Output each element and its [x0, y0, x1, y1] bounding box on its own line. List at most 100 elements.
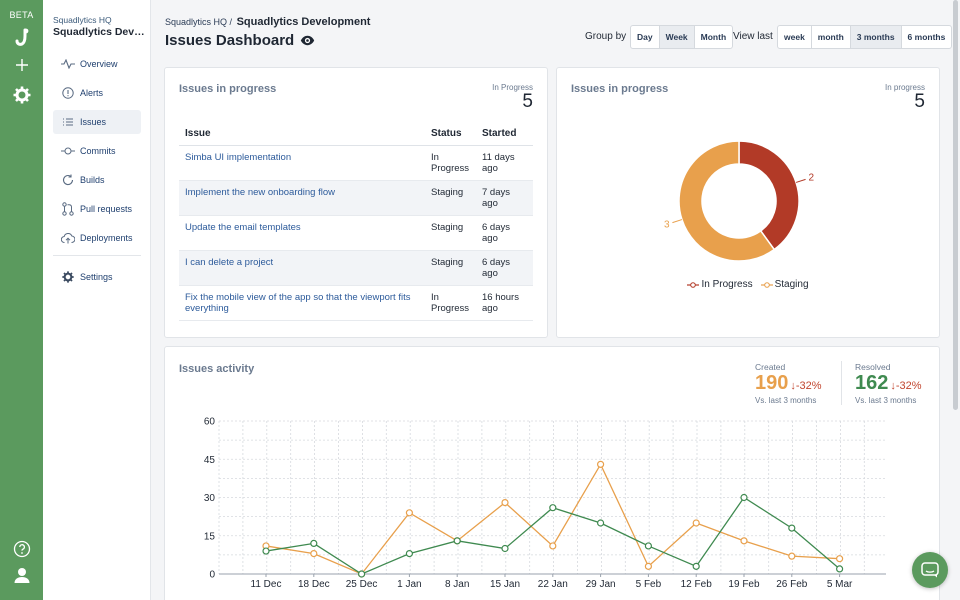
data-point-created[interactable]	[740, 537, 748, 545]
beta-badge: BETA	[9, 10, 34, 20]
logo-icon[interactable]	[0, 26, 43, 48]
issue-started: 6 days ago	[476, 250, 533, 286]
data-point-resolved[interactable]	[788, 524, 796, 532]
data-point-created[interactable]	[310, 550, 318, 558]
data-point-resolved[interactable]	[405, 550, 413, 558]
sidebar-item-label: Deployments	[80, 233, 133, 243]
alert-icon	[61, 86, 75, 100]
breadcrumb-separator: /	[229, 17, 233, 27]
sidebar-item-overview[interactable]: Overview	[53, 52, 141, 76]
sidebar-item-builds[interactable]: Builds	[53, 168, 141, 192]
gear-icon[interactable]	[0, 86, 43, 104]
data-point-created[interactable]	[835, 555, 844, 563]
issue-link[interactable]: Implement the new onboarding flow	[179, 180, 425, 216]
column-header-status: Status	[425, 122, 476, 146]
chat-button[interactable]	[912, 552, 948, 588]
stat-sub: Vs. last 3 months	[755, 396, 817, 405]
data-point-resolved[interactable]	[549, 504, 557, 512]
metric-value: 5	[522, 91, 533, 112]
sidebar-item-issues[interactable]: Issues	[53, 110, 141, 134]
group-option-day[interactable]: Day	[631, 26, 660, 48]
issue-link[interactable]: I can delete a project	[179, 250, 425, 286]
issue-link[interactable]: Simba UI implementation	[179, 145, 425, 181]
sidebar-item-alerts[interactable]: Alerts	[53, 81, 141, 105]
scrollbar[interactable]	[953, 0, 960, 410]
scrollbar-thumb[interactable]	[953, 0, 958, 410]
view-option-week[interactable]: week	[778, 26, 812, 48]
add-icon[interactable]	[0, 57, 43, 73]
issue-link[interactable]: Fix the mobile view of the app so that t…	[179, 285, 425, 321]
sidebar-item-label: Pull requests	[80, 204, 133, 214]
sidebar: Squadlytics HQ Squadlytics Development O…	[43, 0, 151, 600]
view-last-toggle: week month 3 months 6 months	[777, 25, 953, 49]
card-title: Issues in progress	[179, 83, 277, 95]
x-tick-label: 18 Dec	[298, 579, 330, 590]
commit-icon	[61, 144, 75, 158]
help-icon[interactable]	[0, 540, 43, 558]
data-point-created[interactable]	[644, 562, 652, 570]
donut-legend: In Progress Staging	[557, 279, 939, 290]
donut-slice-staging[interactable]	[678, 140, 776, 262]
pulse-icon	[61, 57, 75, 71]
stat-change: -32%	[895, 380, 922, 392]
sidebar-divider	[53, 255, 141, 256]
sidebar-org-name[interactable]: Squadlytics HQ	[53, 15, 112, 25]
column-header-started: Started	[476, 122, 533, 146]
issue-status: Staging	[425, 250, 476, 286]
data-point-created[interactable]	[549, 542, 557, 550]
donut-slice-in-progress[interactable]	[738, 140, 800, 251]
data-point-created[interactable]	[692, 519, 700, 527]
data-point-resolved[interactable]	[501, 544, 509, 553]
y-tick-label: 15	[204, 531, 216, 542]
issue-status: Staging	[425, 215, 476, 251]
issues-table-card: Issues in progress In Progress 5 Issue S…	[164, 67, 548, 338]
eye-icon[interactable]	[300, 35, 315, 46]
data-point-created[interactable]	[501, 499, 509, 507]
data-point-created[interactable]	[597, 460, 605, 468]
issue-started: 7 days ago	[476, 180, 533, 216]
x-tick-label: 15 Jan	[490, 579, 520, 590]
data-point-resolved[interactable]	[453, 537, 461, 545]
group-option-week[interactable]: Week	[659, 26, 695, 48]
y-tick-label: 0	[209, 570, 215, 581]
sidebar-item-commits[interactable]: Commits	[53, 139, 141, 163]
sidebar-item-pull-requests[interactable]: Pull requests	[53, 197, 141, 221]
issue-started: 6 days ago	[476, 215, 533, 251]
user-icon[interactable]	[0, 566, 43, 584]
view-option-3-months[interactable]: 3 months	[850, 26, 902, 48]
stat-label: Created	[755, 362, 786, 372]
data-point-resolved[interactable]	[692, 562, 700, 570]
sidebar-item-label: Builds	[80, 175, 105, 185]
metric-value: 5	[914, 91, 925, 112]
data-point-resolved[interactable]	[644, 542, 652, 550]
breadcrumb-project[interactable]: Squadlytics Development	[236, 16, 371, 28]
data-point-created[interactable]	[788, 552, 796, 560]
sidebar-project-name[interactable]: Squadlytics Development	[53, 26, 149, 38]
sidebar-item-deployments[interactable]: Deployments	[53, 226, 141, 250]
data-point-resolved[interactable]	[262, 547, 270, 555]
data-point-created[interactable]	[405, 509, 413, 517]
breadcrumb-org[interactable]: Squadlytics HQ	[165, 17, 228, 27]
table-row: Fix the mobile view of the app so that t…	[179, 285, 533, 321]
breadcrumb: Squadlytics HQ / Squadlytics Development	[165, 16, 370, 28]
x-tick-label: 12 Feb	[681, 579, 713, 590]
legend-item-staging[interactable]: Staging	[760, 279, 809, 290]
donut-label-leader	[795, 178, 806, 183]
activity-line-chart: 0 15 30 45 60 11 Dec 18 Dec 25 Dec 1 Jan 8 Jan 15 …	[204, 417, 886, 590]
group-option-month[interactable]: Month	[700, 32, 727, 42]
resolved-stat: Resolved 162 ↓ -32% Vs. last 3 months	[855, 362, 922, 405]
chat-icon	[921, 562, 939, 578]
issue-status: In Progress	[425, 145, 476, 181]
data-point-resolved[interactable]	[358, 570, 366, 578]
data-point-resolved[interactable]	[740, 493, 748, 502]
data-point-resolved[interactable]	[310, 539, 318, 547]
sidebar-item-settings[interactable]: Settings	[53, 265, 141, 289]
data-point-resolved[interactable]	[597, 519, 605, 527]
sidebar-item-label: Issues	[80, 117, 107, 127]
donut-label-leader	[672, 219, 683, 224]
view-option-6-months[interactable]: 6 months	[907, 32, 946, 42]
view-option-month[interactable]: month	[812, 26, 851, 48]
issue-link[interactable]: Update the email templates	[179, 215, 425, 251]
legend-item-in-progress[interactable]: In Progress	[687, 279, 753, 290]
data-point-resolved[interactable]	[835, 565, 844, 573]
